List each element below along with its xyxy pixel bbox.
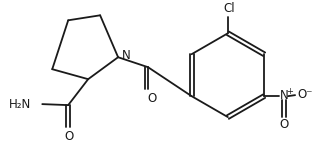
Text: O: O — [147, 92, 156, 105]
Text: N: N — [280, 89, 288, 102]
Text: H₂N: H₂N — [9, 98, 31, 111]
Text: N: N — [122, 49, 131, 62]
Text: O: O — [280, 118, 289, 131]
Text: O: O — [64, 130, 74, 143]
Text: Cl: Cl — [223, 2, 235, 15]
Text: O⁻: O⁻ — [297, 88, 313, 101]
Text: +: + — [286, 87, 293, 96]
